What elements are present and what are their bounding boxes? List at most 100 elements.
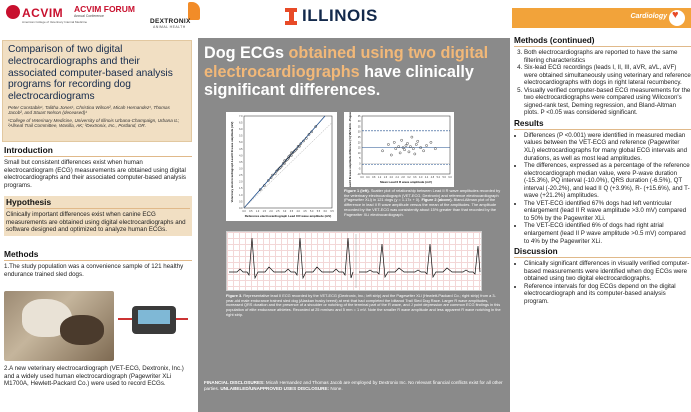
figure2-caption-label: Figure 2 (above). <box>421 197 453 203</box>
figure2-caption-text: Bland-Altman plot of the difference in l… <box>344 197 497 217</box>
y-tick-label: 5 <box>359 157 361 160</box>
x-tick-label: 3.0 <box>283 210 287 213</box>
disclosure-text: Micah Hernandez and Thomas Jacob are emp… <box>204 380 503 391</box>
y-tick-label: 1.5 <box>239 187 243 190</box>
data-point <box>406 142 409 145</box>
figure1-scatter-plot: 0.0 0.5 1.0 1.5 2.0 2.5 3.0 3.5 4.0 4.5 5.0 5.5 6.0 6… <box>226 112 337 221</box>
acvim-logo-subtext: American College of Veterinary Internal … <box>22 20 88 24</box>
discussion-heading: Discussion <box>514 247 558 257</box>
figure1-svg: 0.0 0.5 1.0 1.5 2.0 2.5 3.0 3.5 4.0 4.5 5.0 5.5 6.0 6… <box>230 115 334 218</box>
data-point <box>258 188 262 191</box>
dextronix-logo: DEXTRONIX ANIMAL HEALTH <box>150 2 208 32</box>
data-point <box>422 149 425 153</box>
plot-frame <box>243 115 333 209</box>
data-point <box>295 147 299 151</box>
y-tick-label: 45 <box>358 115 361 118</box>
affiliations: ¹College of Veterinary Medicine, Univers… <box>8 117 180 129</box>
data-point <box>412 147 415 150</box>
y-tick-label: 0.0 <box>239 207 243 210</box>
figure2-bland-altman-plot: 0.0 0.4 0.8 1.2 1.6 2.0 2.4 2.8 3.2 3.6 4.0 4.4 4.8 5… <box>344 101 454 189</box>
divider <box>514 257 691 259</box>
illinois-block-i-icon <box>285 7 297 25</box>
headline-part: Dog ECGs <box>204 44 289 62</box>
plot-frame <box>361 115 451 175</box>
x-tick-label: 3.2 <box>407 176 411 179</box>
x-tick-label: 6.0 <box>324 210 328 213</box>
ecg-traces <box>229 234 481 288</box>
divider <box>514 46 691 47</box>
x-tick-label: 3.6 <box>413 176 417 179</box>
data-point <box>413 152 417 156</box>
hypothesis-section: Hypothesis Clinically important differen… <box>4 196 192 236</box>
poster-title: Comparison of two digital electrocardiog… <box>8 44 173 103</box>
data-point <box>397 145 400 148</box>
ecg-grid <box>227 232 481 290</box>
methods-section-continued: 2.A new veterinary electrocardiograph (V… <box>4 365 192 388</box>
section-badge: Cardiology <box>512 8 691 28</box>
data-point <box>283 162 286 165</box>
y-tick-label: 6.5 <box>239 121 243 124</box>
forum-logo-text: ACVIM FORUM <box>74 4 135 14</box>
x-tick-label: 2.4 <box>396 176 400 179</box>
y-tick-label: 2.5 <box>239 174 243 177</box>
data-point <box>284 159 288 162</box>
data-point <box>276 168 280 172</box>
data-point <box>419 146 422 149</box>
dog-figure <box>60 315 104 345</box>
right-column: Methods (continued) Both electrocardiogr… <box>514 36 691 412</box>
hypothesis-text: Clinically important differences exist w… <box>6 211 186 234</box>
data-point <box>286 158 289 161</box>
data-point <box>416 140 420 143</box>
introduction-section: Introduction Small but consistent differ… <box>4 145 192 189</box>
methods-list-item: Visually verified computer-based ECG mea… <box>524 87 691 117</box>
y-tick-label: 5.5 <box>239 135 243 138</box>
x-tick-label: 0.4 <box>366 176 370 179</box>
x-tick-label: 1.6 <box>384 176 388 179</box>
x-tick-label: 1.5 <box>263 210 267 213</box>
illinois-logo: ILLINOIS <box>285 6 378 26</box>
financial-disclosures: FINANCIAL DISCLOSURES: Micah Hernandez a… <box>204 380 506 391</box>
ecg-trace-left <box>229 237 354 280</box>
y-tick-label: 35 <box>358 125 361 128</box>
x-tick-label: 6.5 <box>330 210 334 213</box>
y-tick-label: 10 <box>358 152 361 155</box>
electrocardiograph-device-image <box>118 300 188 342</box>
figure3-ecg-strips <box>226 231 482 291</box>
data-point <box>409 145 412 148</box>
acvim-emblem-icon <box>6 5 20 19</box>
y-tick-label: 7.0 <box>239 115 243 118</box>
acvim-forum-logo: ACVIM FORUM Annual Conference <box>74 4 135 18</box>
data-point <box>298 144 301 148</box>
data-point <box>273 172 277 176</box>
data-point <box>296 144 300 148</box>
data-point <box>400 138 403 142</box>
data-point <box>302 139 305 143</box>
data-point <box>401 146 405 149</box>
results-heading: Results <box>514 118 544 128</box>
y-tick-label: 15 <box>358 147 361 150</box>
y-tick-label: 0.5 <box>239 200 243 203</box>
figure3-caption-text: Representative lead II ECG recorded by t… <box>226 293 501 317</box>
y-axis-label: Veterinary electrocardiograph Lead II R … <box>230 122 234 203</box>
dextronix-logo-text: DEXTRONIX <box>150 18 191 25</box>
data-point <box>290 154 293 157</box>
sled-dog-photo <box>4 291 114 361</box>
introduction-text: Small but consistent differences exist w… <box>4 159 186 189</box>
y-tick-label: 3.0 <box>239 167 243 170</box>
x-tick-label: 4.0 <box>296 210 300 213</box>
divider <box>514 128 691 130</box>
results-list-item: Differences (P <0.001) were identified i… <box>524 132 691 162</box>
divider <box>4 260 192 261</box>
discussion-list: Clinically significant differences in vi… <box>514 260 691 305</box>
data-point <box>294 148 297 152</box>
y-tick-label: 0 <box>359 162 361 165</box>
ecg-trace-right <box>359 243 481 279</box>
x-tick-label: 0.5 <box>249 210 253 213</box>
section-badge-label: Cardiology <box>630 13 667 20</box>
x-tick-label: 0.0 <box>360 176 364 179</box>
x-tick-label: 4.0 <box>419 176 423 179</box>
data-point <box>288 154 292 157</box>
figure2-svg: 0.0 0.4 0.8 1.2 1.6 2.0 2.4 2.8 3.2 3.6 4.0 4.4 4.8 5… <box>348 101 452 189</box>
data-point <box>269 176 273 180</box>
data-point <box>414 143 418 146</box>
